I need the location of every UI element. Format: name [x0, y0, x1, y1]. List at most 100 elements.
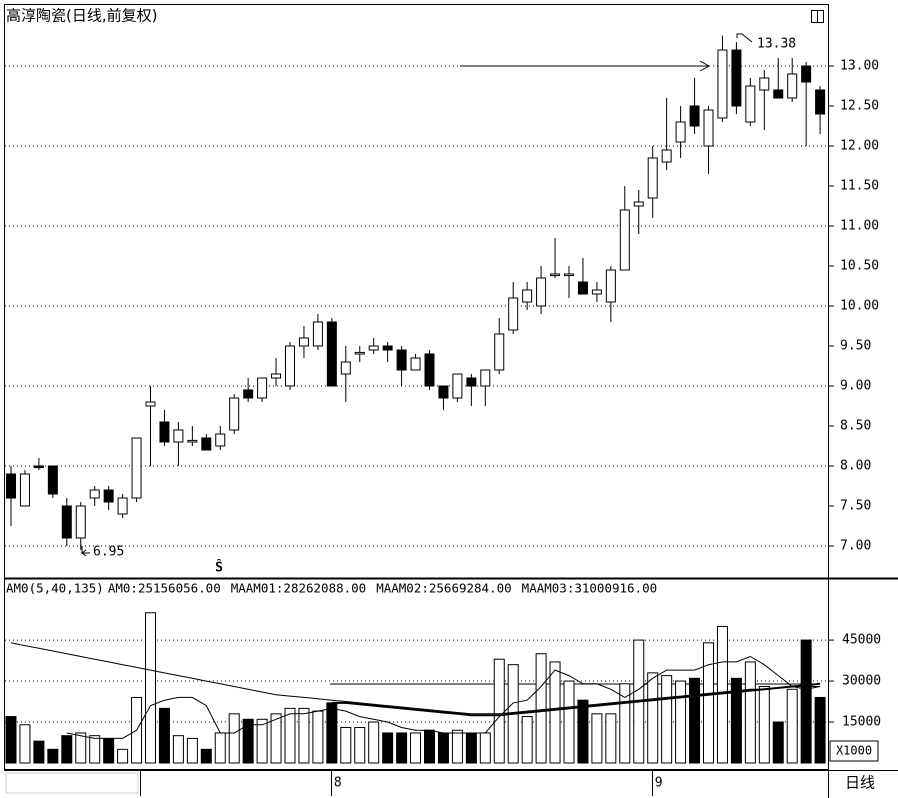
candle-body	[312, 321, 323, 347]
candle-body	[103, 489, 114, 503]
signal-marker: Ŝ	[215, 560, 223, 576]
candle-body	[494, 333, 505, 371]
volume-bar	[591, 713, 603, 764]
volume-bar	[158, 707, 170, 764]
volume-bar	[340, 726, 352, 764]
candle-body	[787, 73, 798, 99]
volume-bar	[242, 718, 254, 764]
candle-body	[326, 321, 337, 387]
candle-body	[47, 465, 58, 495]
y-tick-label: 7.50	[840, 499, 871, 514]
candle-body	[564, 273, 574, 277]
chart-title: 高淳陶瓷(日线,前复权)	[6, 7, 157, 25]
volume-bar	[172, 735, 184, 764]
ma-line	[66, 655, 821, 739]
volume-bar	[214, 732, 226, 764]
candle-body	[522, 289, 533, 303]
volume-bar	[703, 642, 714, 764]
volume-bar	[117, 748, 129, 764]
candle-body	[647, 157, 658, 199]
indicator-header: AM0(5,40,135)	[6, 581, 104, 596]
candle-body	[396, 349, 407, 371]
candle-body	[368, 345, 379, 351]
volume-bar	[800, 639, 812, 764]
candle-body	[536, 277, 547, 307]
volume-bar	[437, 732, 449, 764]
y-tick-label: 8.00	[840, 459, 871, 474]
y-tick-label: 10.50	[840, 259, 879, 274]
candle-body	[661, 149, 672, 163]
candle-body	[89, 489, 100, 499]
candle-body	[759, 77, 770, 91]
high-marker	[736, 33, 753, 43]
volume-bar	[19, 724, 31, 764]
volume-bar	[619, 683, 631, 764]
volume-bar	[200, 748, 212, 764]
volume-bar	[410, 732, 422, 764]
candle-body	[131, 437, 142, 499]
indicator-header: MAAM03:31000916.00	[522, 581, 657, 596]
candle-body	[773, 89, 784, 99]
volume-bar	[89, 735, 101, 764]
scroll-box[interactable]	[5, 772, 139, 794]
candle-body	[19, 473, 30, 507]
volume-bar	[647, 672, 659, 764]
high-label: 13.38	[757, 37, 796, 52]
y-tick-label: 9.50	[840, 339, 871, 354]
volume-bar	[270, 713, 282, 764]
volume-bar	[675, 680, 687, 764]
unit-label: X1000	[836, 744, 872, 758]
candle-body	[61, 505, 72, 539]
volume-bar	[396, 732, 408, 764]
y-tick-label: 7.00	[840, 539, 871, 554]
candle-body	[201, 437, 212, 451]
volume-bar	[47, 748, 59, 764]
volume-bar	[61, 735, 73, 764]
volume-bar	[814, 696, 826, 764]
candle-body	[271, 373, 282, 379]
candle-body	[731, 49, 742, 107]
volume-bar	[730, 677, 742, 764]
candle-body	[452, 373, 463, 399]
low-label: 6.95	[93, 545, 124, 560]
volume-bar	[605, 713, 617, 764]
candle-body	[717, 49, 728, 119]
candle-body	[298, 337, 309, 347]
y-tick-label: 45000	[842, 633, 881, 648]
candle-body	[354, 351, 365, 355]
volume-bar	[186, 737, 198, 764]
candle-body	[159, 421, 170, 443]
candle-body	[75, 505, 86, 539]
candle-body	[340, 361, 351, 375]
y-tick-label: 9.00	[840, 379, 871, 394]
volume-bar	[354, 726, 366, 764]
y-tick-label: 15000	[842, 715, 881, 730]
candle-body	[243, 389, 254, 399]
candle-body	[229, 397, 240, 431]
volume-bar	[382, 732, 394, 764]
y-tick-label: 11.00	[840, 219, 879, 234]
candle-body	[801, 65, 812, 83]
candle-body	[703, 109, 714, 147]
volume-bar	[479, 732, 491, 764]
candle-body	[438, 385, 449, 399]
candle-body	[466, 377, 477, 387]
ma-line	[331, 682, 821, 717]
volume-bar	[451, 729, 463, 764]
candle-body	[633, 201, 644, 207]
volume-bar	[772, 721, 784, 764]
candle-body	[285, 345, 295, 387]
volume-bar	[298, 707, 310, 764]
y-tick-label: 13.00	[840, 59, 879, 74]
y-tick-label: 12.50	[840, 99, 879, 114]
candle-body	[215, 433, 226, 447]
volume-bar	[744, 661, 756, 764]
candle-body	[6, 473, 16, 499]
volume-bar	[33, 740, 45, 764]
candle-body	[550, 273, 561, 277]
volume-bar	[563, 680, 575, 764]
x-tick-label: 8	[334, 776, 342, 791]
volume-bar	[368, 721, 380, 764]
